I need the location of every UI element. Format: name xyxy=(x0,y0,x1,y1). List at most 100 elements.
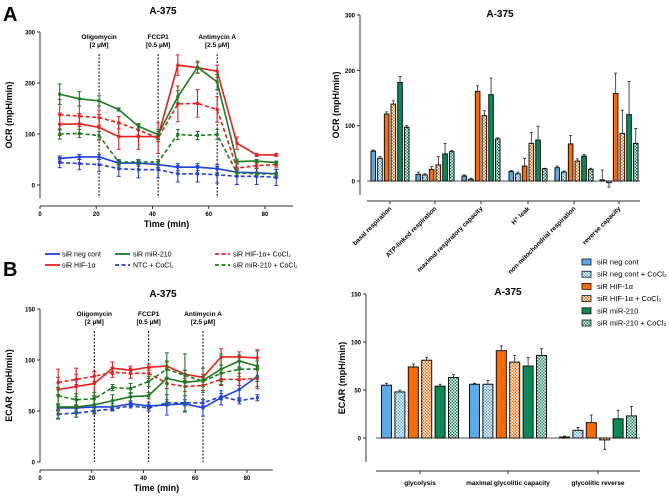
legend-item-line: siR miR-210 xyxy=(115,252,172,259)
legend-label: siR miR-210 + CoCl₂ xyxy=(233,263,298,270)
bar xyxy=(482,383,494,439)
data-point xyxy=(196,65,199,69)
x-tick-label: 60 xyxy=(205,212,212,218)
y-tick-label: 0 xyxy=(32,184,36,190)
data-point xyxy=(176,133,180,137)
data-point xyxy=(176,102,180,106)
legend-label: siR neg cont xyxy=(597,258,640,267)
data-point xyxy=(196,172,199,176)
injection-label: FCCP1 xyxy=(147,34,169,41)
legend-swatch xyxy=(581,258,592,266)
bar xyxy=(581,155,587,182)
series-line xyxy=(59,102,277,170)
y-tick-label: 50 xyxy=(28,410,35,416)
data-point xyxy=(215,69,219,73)
legend-item-bar: siR neg cont xyxy=(581,258,640,267)
category-label: reverse capacity xyxy=(581,205,622,246)
y-tick-label: 100 xyxy=(25,133,36,139)
y-tick-label: 300 xyxy=(345,14,356,20)
data-point xyxy=(274,175,278,179)
data-point xyxy=(237,367,241,371)
chart-title: A-375 xyxy=(149,289,177,300)
y-axis-label: OCR (mpH/min) xyxy=(4,82,14,149)
bar xyxy=(528,142,535,182)
bar xyxy=(599,179,606,182)
bar xyxy=(515,173,521,182)
bar xyxy=(606,180,612,184)
bar xyxy=(541,168,548,182)
data-point xyxy=(117,167,121,171)
legend-swatch xyxy=(581,270,592,278)
injection-label: Antimycin A xyxy=(198,34,236,41)
bar xyxy=(381,384,392,439)
y-tick-label: 200 xyxy=(345,69,356,75)
bar xyxy=(461,175,468,182)
data-point xyxy=(215,108,219,112)
data-point xyxy=(129,395,133,399)
bar xyxy=(403,126,410,182)
x-tick-label: 60 xyxy=(192,476,199,482)
bar xyxy=(495,350,507,439)
data-point xyxy=(255,153,259,157)
bar xyxy=(599,437,611,441)
bar xyxy=(572,429,584,439)
data-point xyxy=(129,404,133,408)
bar xyxy=(448,377,459,439)
legend-swatch xyxy=(581,282,592,290)
bar xyxy=(626,114,632,182)
x-tick-label: 0 xyxy=(38,212,42,218)
data-point xyxy=(58,161,62,165)
x-tick-label: 20 xyxy=(88,476,95,482)
bar xyxy=(536,354,547,439)
series-4 xyxy=(57,60,279,165)
data-point xyxy=(136,160,140,164)
legend-label: siR miR-210 xyxy=(597,306,638,315)
data-point xyxy=(147,379,151,383)
data-point xyxy=(255,164,259,168)
data-point xyxy=(58,113,62,117)
bar xyxy=(383,113,390,182)
bar xyxy=(448,151,455,182)
data-point xyxy=(77,131,81,135)
series-line xyxy=(58,395,258,415)
bar xyxy=(421,359,433,439)
bar xyxy=(407,366,419,439)
data-point xyxy=(183,373,187,377)
bar xyxy=(574,160,581,182)
data-point xyxy=(201,401,205,405)
data-point xyxy=(77,97,81,101)
panel-label-a: A xyxy=(3,4,17,26)
bar xyxy=(481,115,488,182)
data-point xyxy=(92,397,96,401)
injection-label: [0.5 µM] xyxy=(146,42,170,49)
injection-label: [0.5 µM] xyxy=(137,319,161,326)
data-point xyxy=(237,359,241,363)
x-tick-label: 40 xyxy=(140,476,147,482)
data-point xyxy=(183,380,187,384)
data-point xyxy=(129,371,133,375)
data-point xyxy=(176,63,180,67)
data-point xyxy=(196,134,199,138)
data-point xyxy=(215,133,219,137)
data-point xyxy=(255,396,259,400)
data-point xyxy=(274,172,278,176)
data-point xyxy=(215,80,219,84)
data-point xyxy=(117,121,121,125)
series-line xyxy=(59,156,277,175)
bar xyxy=(474,90,481,182)
category-label: glycolitic reverse xyxy=(571,480,624,487)
chart-title: A-375 xyxy=(149,6,177,17)
y-tick-label: 150 xyxy=(25,308,36,314)
legend-item-bar: siR neg cont + CoCl₂ xyxy=(581,270,667,279)
data-point xyxy=(97,163,101,167)
data-point xyxy=(235,166,239,170)
data-point xyxy=(147,371,151,375)
data-point xyxy=(156,160,160,164)
legend-label: siR HIF-1α + CoCl₂ xyxy=(597,294,661,303)
series-line xyxy=(59,132,277,175)
category-label: ATP-linked respiration xyxy=(385,205,439,259)
bar xyxy=(508,171,515,182)
bar xyxy=(494,138,501,182)
bar xyxy=(587,168,594,182)
bar xyxy=(585,422,597,439)
